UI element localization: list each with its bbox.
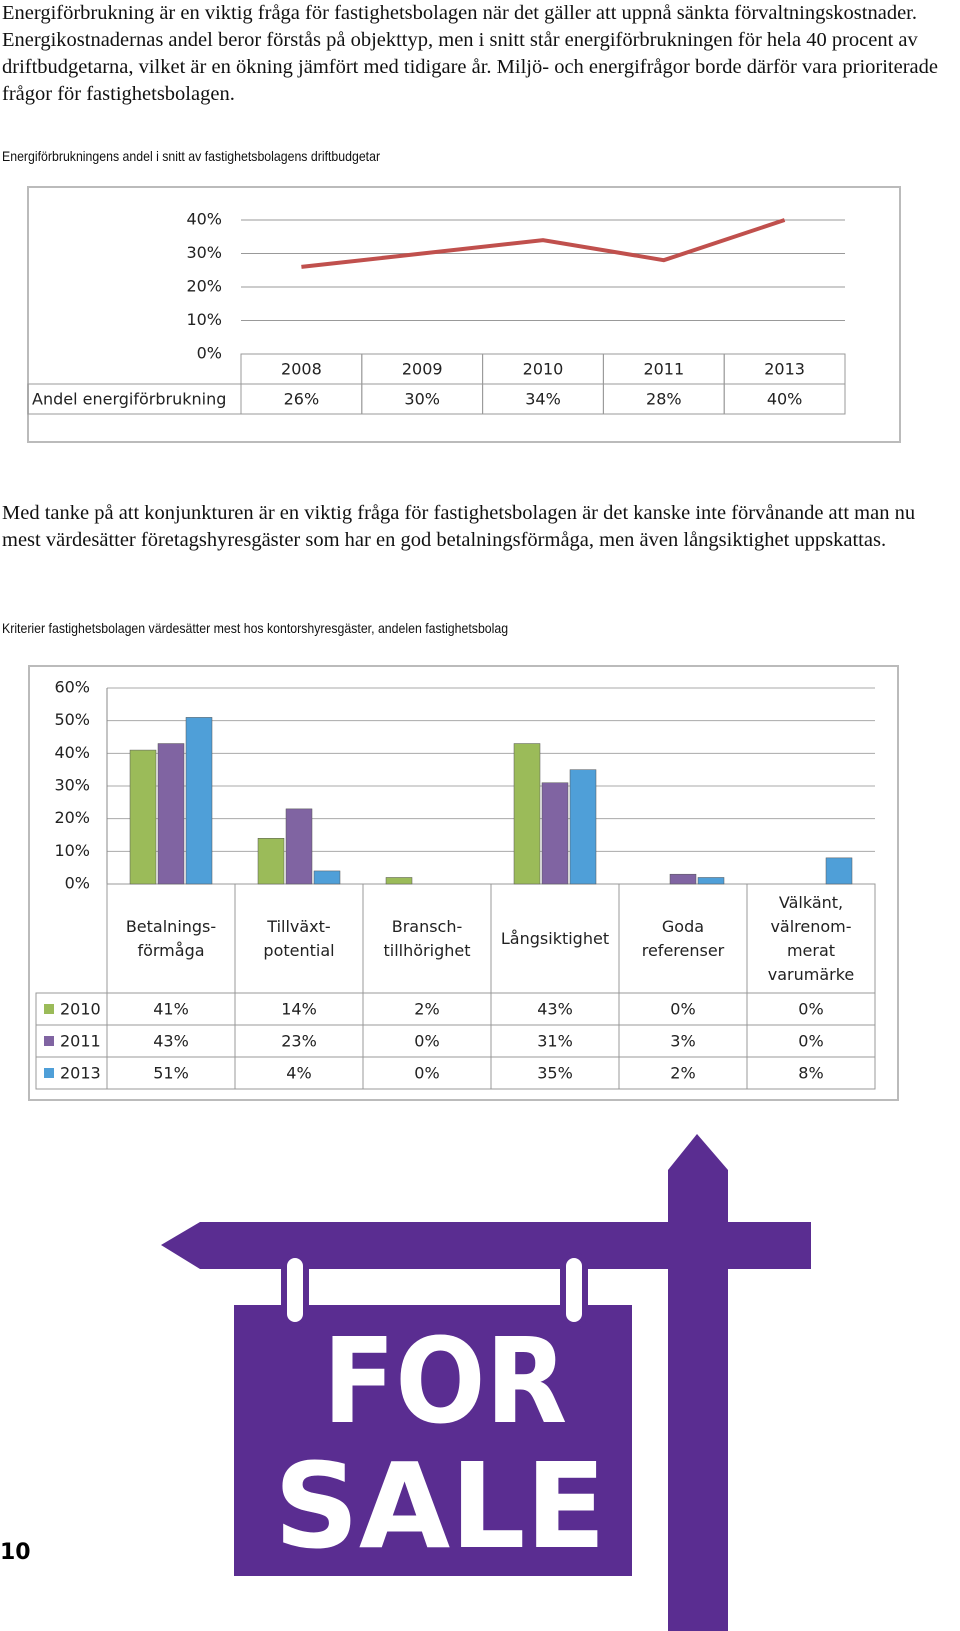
sign-text: FOR [323, 1312, 568, 1450]
x-tick-label: Betalnings- förmåga [125, 916, 217, 960]
bar [257, 838, 285, 885]
x-tick-label: Långsiktighet [500, 928, 610, 948]
bar [313, 870, 341, 885]
y-tick-label: 0% [197, 344, 222, 363]
sign-ring [281, 1252, 309, 1328]
table-cell [723, 383, 846, 415]
data-label: 0% [670, 1000, 695, 1019]
data-label: 0% [414, 1064, 439, 1083]
bar [569, 769, 597, 885]
legend-label: Andel energiförbrukning [32, 390, 226, 409]
data-label: 34% [525, 390, 561, 409]
sign-text: SALE [274, 1437, 606, 1575]
bar [129, 749, 157, 885]
x-tick-label: 2008 [281, 360, 322, 379]
table-cell [746, 1056, 876, 1090]
data-label: 14% [281, 1000, 317, 1019]
data-label: 0% [798, 1032, 823, 1051]
data-label: 0% [414, 1032, 439, 1051]
y-tick-label: 50% [54, 710, 90, 729]
caption: Kriterier fastighetsbolagen värdesätter … [2, 620, 509, 636]
sign-ring [560, 1252, 588, 1328]
y-tick-label: 10% [186, 310, 222, 329]
page-number: 10 [0, 1540, 31, 1565]
y-tick-label: 60% [54, 678, 90, 697]
x-tick-label: Bransch- tillhörighet [383, 916, 471, 960]
data-label: 23% [281, 1032, 317, 1051]
paragraph: Med tanke på att konjunkturen är en vikt… [2, 502, 916, 551]
sign-board [234, 1305, 632, 1576]
paragraph: Energiförbrukning är en viktig fråga för… [2, 2, 938, 105]
y-tick-label: 30% [186, 243, 222, 262]
bar [513, 743, 541, 885]
legend-label: 2013 [60, 1064, 101, 1083]
bar [157, 743, 185, 885]
data-label: 43% [153, 1032, 189, 1051]
x-tick-label: 2013 [764, 360, 805, 379]
caption: Energiförbrukningens andel i snitt av fa… [2, 148, 381, 164]
data-label: 31% [537, 1032, 573, 1051]
bar [697, 877, 725, 885]
data-label: 2% [670, 1064, 695, 1083]
y-tick-label: 0% [65, 874, 90, 893]
y-tick-label: 30% [54, 776, 90, 795]
data-label: 43% [537, 1000, 573, 1019]
data-label: 40% [767, 390, 803, 409]
y-tick-label: 40% [54, 743, 90, 762]
data-label: 8% [798, 1064, 823, 1083]
legend-label: 2010 [60, 1000, 101, 1019]
bar [541, 782, 569, 885]
bar [385, 877, 413, 885]
data-label: 41% [153, 1000, 189, 1019]
data-label: 28% [646, 390, 682, 409]
x-tick-label: 2010 [523, 360, 564, 379]
data-label: 51% [153, 1064, 189, 1083]
x-tick-label: Goda referenser [641, 916, 725, 960]
data-label: 30% [404, 390, 440, 409]
legend-label: 2011 [60, 1032, 101, 1051]
data-label: 4% [286, 1064, 311, 1083]
sign-arm [161, 1222, 811, 1269]
x-tick-label: 2009 [402, 360, 443, 379]
x-tick-label: 2011 [643, 360, 684, 379]
y-tick-label: 10% [54, 841, 90, 860]
bar [285, 808, 313, 885]
line [301, 218, 786, 269]
sign [161, 1134, 811, 1631]
legend-swatch [44, 1036, 54, 1046]
bar [825, 857, 853, 885]
bar [669, 873, 697, 885]
data-label: 26% [284, 390, 320, 409]
data-label: 0% [798, 1000, 823, 1019]
legend-swatch [44, 1068, 54, 1078]
x-tick-label: Välkänt, välrenom- merat varumärke [767, 892, 855, 984]
data-label: 35% [537, 1064, 573, 1083]
data-label: 2% [414, 1000, 439, 1019]
sign-post [668, 1134, 728, 1631]
x-tick-label: Tillväxt- potential [263, 916, 335, 960]
bar [185, 717, 213, 885]
y-tick-label: 20% [54, 808, 90, 827]
data-label: 3% [670, 1032, 695, 1051]
y-tick-label: 40% [186, 210, 222, 229]
legend-swatch [44, 1004, 54, 1014]
y-tick-label: 20% [186, 277, 222, 296]
